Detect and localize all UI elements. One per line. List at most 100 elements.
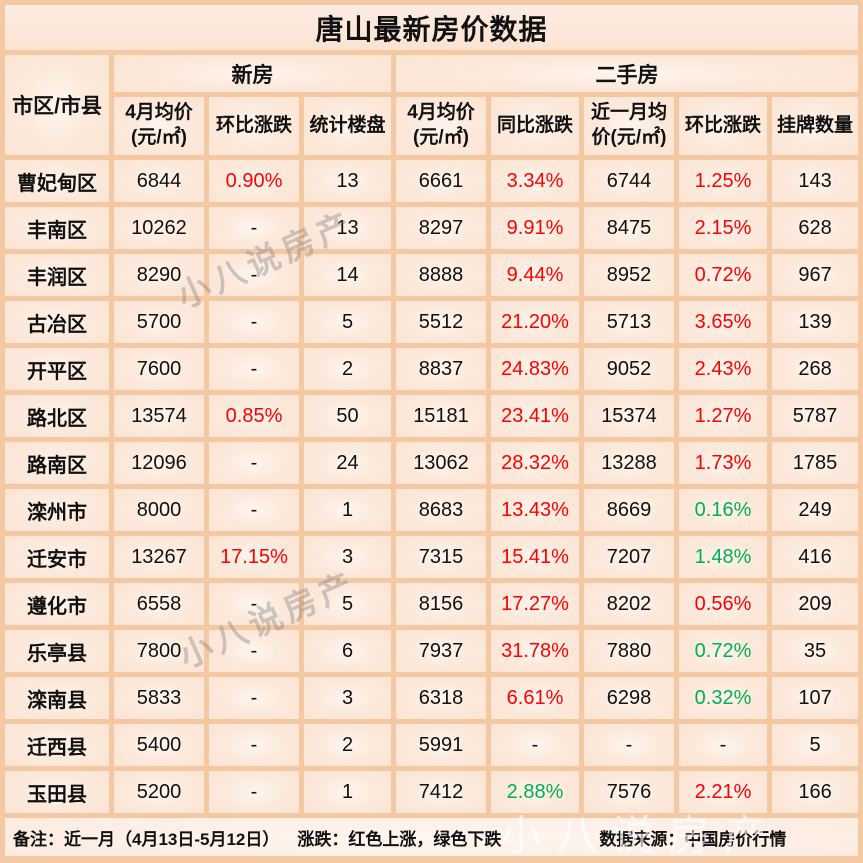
value-cell: 6844 (114, 160, 204, 202)
value-cell: 13062 (396, 442, 486, 484)
value-cell: 5713 (584, 301, 674, 343)
value-cell: 7207 (584, 536, 674, 578)
value-cell: - (209, 254, 299, 296)
value-cell: 7600 (114, 348, 204, 390)
region-cell: 曹妃甸区 (5, 160, 109, 202)
value-cell: 8669 (584, 489, 674, 531)
value-cell: 5512 (396, 301, 486, 343)
table-row: 玉田县 5200-1 7412 2.88% 7576 2.21% 166 (5, 771, 859, 813)
value-cell: 35 (772, 630, 859, 672)
region-cell: 乐亭县 (5, 630, 109, 672)
value-cell: 14 (304, 254, 391, 296)
value-cell: 24 (304, 442, 391, 484)
value-cell: - (491, 724, 579, 766)
value-cell: 1 (304, 489, 391, 531)
value-cell: 3 (304, 536, 391, 578)
region-cell: 丰南区 (5, 207, 109, 249)
column-header-used-yoy-change: 同比涨跌 (491, 97, 579, 155)
value-cell: 209 (772, 583, 859, 625)
value-cell: 15181 (396, 395, 486, 437)
table-row: 迁西县 5400-2 5991- - -5 (5, 724, 859, 766)
value-cell: 7412 (396, 771, 486, 813)
group-header-row: 市区/市县 新房 二手房 (5, 55, 859, 155)
value-cell: - (584, 724, 674, 766)
value-cell: 5787 (772, 395, 859, 437)
value-cell: - (209, 348, 299, 390)
value-cell: 7315 (396, 536, 486, 578)
column-header-new-mom-change: 环比涨跌 (209, 97, 299, 155)
value-cell: 9052 (584, 348, 674, 390)
value-cell: 6298 (584, 677, 674, 719)
value-cell: 3.65% (679, 301, 767, 343)
value-cell: 17.15% (209, 536, 299, 578)
value-cell: 143 (772, 160, 859, 202)
value-cell: 2 (304, 348, 391, 390)
value-cell: 5 (304, 583, 391, 625)
value-cell: 9.44% (491, 254, 579, 296)
value-cell: 1785 (772, 442, 859, 484)
value-cell: 2.88% (491, 771, 579, 813)
value-cell: 628 (772, 207, 859, 249)
table-row: 滦南县 5833-3 6318 6.61% 6298 0.32% 107 (5, 677, 859, 719)
footer-data-source: 数据来源：中国房价行情 (599, 829, 787, 849)
value-cell: 8290 (114, 254, 204, 296)
value-cell: 416 (772, 536, 859, 578)
value-cell: 50 (304, 395, 391, 437)
value-cell: 0.16% (679, 489, 767, 531)
column-header-listing-count: 挂牌数量 (772, 97, 859, 155)
column-header-used-april-avg: 4月均价 (元/㎡) (396, 97, 486, 155)
value-cell: 0.72% (679, 630, 767, 672)
value-cell: 2.43% (679, 348, 767, 390)
value-cell: 23.41% (491, 395, 579, 437)
value-cell: 8888 (396, 254, 486, 296)
value-cell: 2.15% (679, 207, 767, 249)
value-cell: 8156 (396, 583, 486, 625)
value-cell: 6 (304, 630, 391, 672)
value-cell: 8837 (396, 348, 486, 390)
table-row: 遵化市 6558-5 8156 17.27% 8202 0.56% 209 (5, 583, 859, 625)
group-header-new-homes: 新房 (114, 55, 391, 92)
value-cell: - (209, 677, 299, 719)
value-cell: 166 (772, 771, 859, 813)
column-header-used-mom-change: 环比涨跌 (679, 97, 767, 155)
region-cell: 滦南县 (5, 677, 109, 719)
value-cell: 10262 (114, 207, 204, 249)
footer-row: 备注：近一月（4月13日-5月12日） 涨跌：红色上涨，绿色下跌 数据来源：中国房价… (5, 818, 859, 856)
value-cell: 28.32% (491, 442, 579, 484)
value-cell: - (679, 724, 767, 766)
value-cell: 0.56% (679, 583, 767, 625)
value-cell: 8000 (114, 489, 204, 531)
value-cell: 15374 (584, 395, 674, 437)
value-cell: 13 (304, 160, 391, 202)
table-row: 开平区 7600-2 8837 24.83% 9052 2.43% 268 (5, 348, 859, 390)
table-row: 丰润区 8290-14 8888 9.44% 8952 0.72% 967 (5, 254, 859, 296)
value-cell: 268 (772, 348, 859, 390)
value-cell: - (209, 489, 299, 531)
value-cell: - (209, 583, 299, 625)
table-row: 丰南区 10262-13 8297 9.91% 8475 2.15% 628 (5, 207, 859, 249)
column-header-new-project-count: 统计楼盘 (304, 97, 391, 155)
table-row: 路南区 12096-24 13062 28.32% 13288 1.73% 1785 (5, 442, 859, 484)
value-cell: 13.43% (491, 489, 579, 531)
value-cell: 13288 (584, 442, 674, 484)
value-cell: 8952 (584, 254, 674, 296)
value-cell: 5400 (114, 724, 204, 766)
value-cell: 15.41% (491, 536, 579, 578)
value-cell: 6558 (114, 583, 204, 625)
value-cell: 6318 (396, 677, 486, 719)
value-cell: 107 (772, 677, 859, 719)
region-cell: 迁西县 (5, 724, 109, 766)
value-cell: - (209, 771, 299, 813)
value-cell: - (209, 207, 299, 249)
value-cell: 0.72% (679, 254, 767, 296)
region-cell: 玉田县 (5, 771, 109, 813)
value-cell: 8297 (396, 207, 486, 249)
region-cell: 迁安市 (5, 536, 109, 578)
value-cell: 967 (772, 254, 859, 296)
table-row: 曹妃甸区 6844 0.90% 13 6661 3.34% 6744 1.25% 143 (5, 160, 859, 202)
value-cell: 249 (772, 489, 859, 531)
value-cell: 24.83% (491, 348, 579, 390)
table-row: 路北区 13574 0.85% 50 15181 23.41% 15374 1.27% 5787 (5, 395, 859, 437)
region-cell: 丰润区 (5, 254, 109, 296)
value-cell: 7800 (114, 630, 204, 672)
